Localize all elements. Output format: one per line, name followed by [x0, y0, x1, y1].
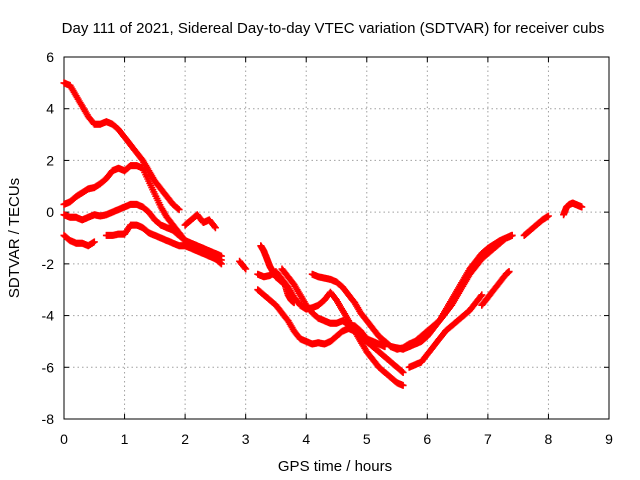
data-point: [241, 264, 249, 272]
data-point: [210, 222, 218, 230]
x-tick-label: 9: [605, 431, 613, 447]
axis-ticks: 0 1 2 3 4 5 6 7 8 9 -8 -6 -4 -2 0 2 4 6: [42, 49, 614, 447]
x-axis-label: GPS time / hours: [278, 458, 392, 475]
data-point: [508, 231, 516, 239]
series-arc-16: [520, 212, 552, 239]
series-arc-14: [405, 291, 486, 371]
data-point: [217, 252, 225, 260]
x-tick-label: 0: [60, 431, 68, 447]
y-tick-label: 0: [46, 204, 54, 220]
data-point: [399, 381, 407, 389]
y-axis-label: SDTVAR / TECUs: [6, 178, 23, 298]
data-point: [242, 265, 250, 273]
data-marks: [60, 79, 586, 389]
series-arc-5: [102, 221, 225, 268]
data-point: [216, 259, 224, 267]
series-arc-4: [60, 231, 98, 250]
y-tick-label: -6: [42, 359, 55, 375]
data-point: [544, 212, 552, 220]
y-tick-label: -4: [42, 308, 55, 324]
data-point: [398, 368, 406, 376]
y-tick-label: 6: [46, 49, 54, 65]
grid-lines: [64, 57, 609, 419]
x-tick-label: 2: [181, 431, 189, 447]
x-tick-label: 7: [484, 431, 492, 447]
data-point: [175, 206, 183, 214]
x-tick-label: 3: [242, 431, 250, 447]
x-tick-label: 6: [423, 431, 431, 447]
series-arc-3: [60, 200, 225, 260]
series-arc-6: [181, 211, 219, 232]
series-arc-17: [560, 199, 586, 219]
data-point: [399, 369, 407, 376]
y-tick-label: 2: [46, 152, 54, 168]
data-point: [174, 205, 182, 213]
x-tick-label: 1: [121, 431, 129, 447]
plot-frame: [63, 56, 610, 420]
data-point: [217, 260, 225, 268]
y-tick-label: -2: [42, 256, 55, 272]
data-point: [477, 292, 485, 300]
x-tick-label: 4: [302, 431, 310, 447]
data-point: [505, 268, 513, 276]
data-point: [211, 224, 219, 232]
chart-title: Day 111 of 2021, Sidereal Day-to-day VTE…: [62, 20, 605, 37]
data-point: [90, 238, 98, 246]
series-arc-7: [236, 257, 250, 273]
series-arc-10: [254, 286, 407, 376]
series-arc-9: [254, 268, 407, 389]
series-arc-11: [278, 265, 389, 351]
data-point: [478, 291, 486, 299]
x-tick-label: 8: [545, 431, 553, 447]
series-arc-15: [478, 268, 513, 309]
y-tick-label: 4: [46, 101, 54, 117]
y-tick-label: -8: [42, 411, 55, 427]
x-tick-label: 5: [363, 431, 371, 447]
series-arc-13: [387, 231, 516, 353]
data-point: [578, 203, 586, 211]
